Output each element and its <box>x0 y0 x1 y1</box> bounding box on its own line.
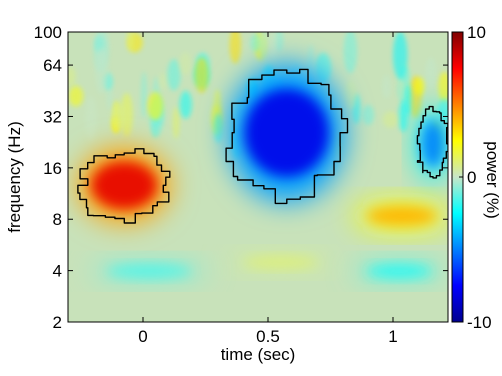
significance-contour <box>77 148 171 224</box>
y-tick-label: 32 <box>43 107 62 126</box>
x-tick-label: 1 <box>388 327 397 346</box>
colorbar-tick-label: -10 <box>467 313 492 332</box>
heatmap <box>68 32 448 322</box>
texture-streak <box>229 32 242 64</box>
texture-streak <box>269 32 278 59</box>
y-tick-label: 4 <box>53 262 62 281</box>
region-core <box>421 120 445 168</box>
texture-streak <box>167 59 181 91</box>
texture-streak <box>382 111 398 128</box>
texture-streak <box>95 47 108 94</box>
texture-streak <box>158 72 168 90</box>
texture-streak <box>85 96 97 141</box>
region-core <box>243 256 318 269</box>
texture-streak <box>343 32 358 74</box>
region-core <box>107 264 192 278</box>
texture-streak <box>172 106 180 139</box>
texture-streak <box>382 74 391 99</box>
texture-streak <box>140 71 148 119</box>
x-axis: 0 0.5 1 <box>138 32 398 346</box>
texture-streak <box>438 71 448 103</box>
y-tick-label: 2 <box>53 313 62 332</box>
texture-streak <box>147 91 164 121</box>
y-tick-label: 8 <box>53 210 62 229</box>
texture-streak <box>414 77 425 96</box>
colorbar: -10 0 10 power (%) <box>451 23 502 332</box>
texture-streak <box>425 57 437 88</box>
heatmap-regions <box>78 63 448 282</box>
texture-streak <box>393 32 408 80</box>
y-tick-label: 64 <box>43 56 62 75</box>
texture-streak <box>179 52 192 76</box>
region-core <box>244 88 329 177</box>
texture-streak <box>179 90 192 119</box>
significance-contour <box>416 105 448 179</box>
texture-streak <box>111 104 127 130</box>
y-tick-label: 16 <box>43 159 62 178</box>
y-axis: 2 4 8 16 32 64 100 <box>34 23 448 332</box>
texture-streak <box>344 80 357 110</box>
texture-streak <box>250 33 262 52</box>
significance-contours <box>77 68 448 224</box>
colorbar-label: power (%) <box>483 141 502 218</box>
x-tick-label: 0.5 <box>256 327 280 346</box>
y-tick-label: 100 <box>34 23 62 42</box>
texture-streak <box>213 113 223 143</box>
significance-contour <box>225 68 349 205</box>
texture-streak <box>68 85 84 107</box>
region-core <box>367 206 437 226</box>
colorbar-ticks: -10 0 10 <box>459 23 492 332</box>
x-axis-label: time (sec) <box>221 345 296 364</box>
colorbar-tick-label: 10 <box>467 23 486 42</box>
y-axis-label: frequency (Hz) <box>5 121 24 232</box>
texture-streak <box>194 57 209 93</box>
texture-streak <box>403 83 412 116</box>
texture-streak <box>362 104 375 125</box>
texture-streak <box>127 32 134 52</box>
region-core <box>91 161 158 210</box>
x-tick-label: 0 <box>138 327 147 346</box>
texture-streak <box>259 32 268 60</box>
plot-frame <box>67 31 449 323</box>
texture-streak <box>68 67 76 87</box>
colorbar-tick-label: 0 <box>467 168 476 187</box>
region-core <box>366 264 433 278</box>
